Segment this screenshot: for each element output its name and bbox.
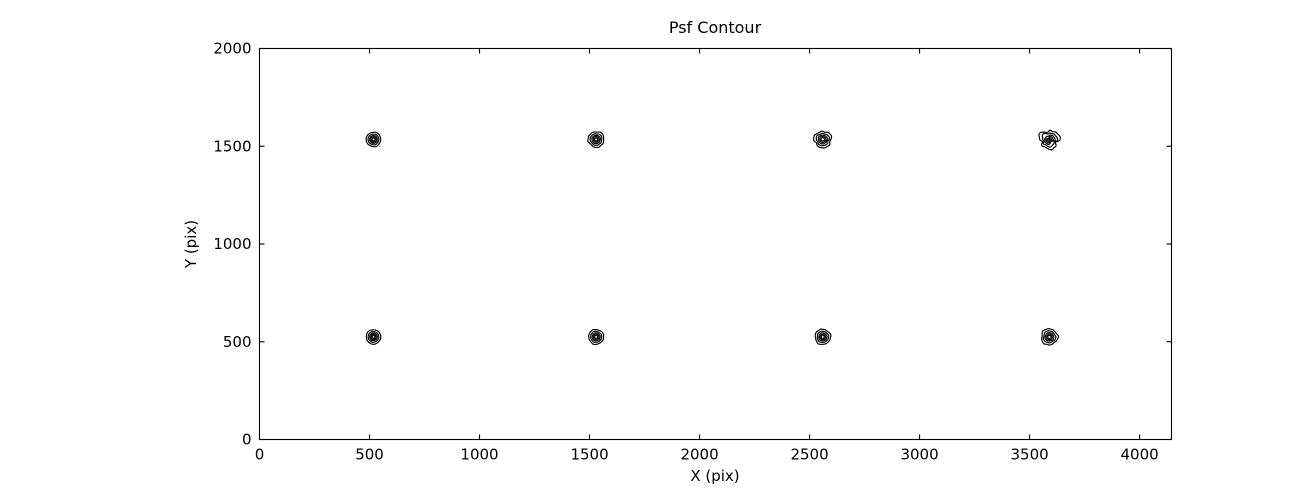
- x-tick-2500: 2500: [790, 48, 829, 464]
- contour-level-3: [818, 332, 828, 342]
- y-tick-label: 1500: [213, 137, 251, 155]
- psf-contour-psf-1-1: [365, 131, 382, 148]
- psf-contour-psf-1-2: [365, 329, 382, 345]
- contour-level-3: [817, 134, 829, 145]
- contour-level-1: [814, 328, 832, 345]
- contour-level-4: [592, 333, 600, 341]
- x-tick-label: 500: [355, 446, 384, 464]
- contour-level-5: [594, 137, 599, 142]
- x-tick-label: 3000: [900, 446, 938, 464]
- x-tick-0: 0: [255, 48, 265, 464]
- x-tick-4000: 4000: [1121, 48, 1159, 464]
- contour-level-1: [587, 131, 605, 149]
- axes-layer: 0 500 1000 1500 2000 2500 3000 3500 4000 0 500 1000…: [213, 40, 1173, 464]
- contour-level-3: [591, 134, 601, 145]
- contour-level-5: [371, 137, 376, 142]
- contour-level-1: [365, 131, 382, 148]
- x-axis-label: X (pix): [690, 467, 739, 485]
- contour-level-2: [1041, 132, 1059, 148]
- psf-contour-psf-4-1: [1038, 129, 1061, 151]
- psf-contour-psf-3-1: [812, 130, 833, 149]
- contour-level-2: [367, 331, 380, 343]
- contour-level-3: [369, 135, 378, 144]
- y-tick-500: 500: [223, 333, 1172, 351]
- contour-level-3: [369, 332, 378, 342]
- contour-level-4: [592, 135, 600, 143]
- x-tick-label: 0: [255, 446, 265, 464]
- contour-level-1: [588, 328, 605, 346]
- psf-contour-psf-3-2: [814, 328, 832, 345]
- contour-level-1: [1041, 328, 1060, 346]
- y-axis-label: Y (pix): [182, 220, 200, 269]
- y-tick-label: 0: [242, 431, 252, 449]
- y-tick-2000: 2000: [213, 40, 1172, 58]
- contour-level-4: [819, 135, 827, 144]
- contour-level-4: [1045, 333, 1053, 341]
- contour-level-2: [815, 132, 831, 147]
- contour-level-1: [1038, 129, 1061, 151]
- x-tick-3500: 3500: [1010, 48, 1049, 464]
- y-tick-1000: 1000: [213, 235, 1172, 253]
- contour-level-2: [589, 133, 603, 146]
- y-tick-label: 2000: [213, 40, 251, 58]
- contour-level-5: [371, 334, 376, 339]
- contour-level-5: [820, 334, 825, 339]
- y-tick-label: 500: [223, 333, 252, 351]
- contour-level-5: [1047, 334, 1052, 340]
- psf-contour-psf-4-2: [1041, 328, 1060, 346]
- contour-level-5: [820, 137, 826, 142]
- contour-layer: [365, 129, 1061, 346]
- contour-level-1: [365, 329, 382, 345]
- contour-level-3: [1044, 331, 1055, 342]
- x-tick-label: 4000: [1121, 446, 1159, 464]
- x-tick-label: 1000: [460, 446, 498, 464]
- x-tick-label: 3500: [1010, 446, 1048, 464]
- x-tick-label: 1500: [570, 446, 608, 464]
- contour-level-4: [370, 136, 377, 143]
- contour-level-2: [590, 330, 603, 343]
- contour-level-1: [812, 130, 833, 149]
- x-tick-500: 500: [355, 48, 384, 464]
- contour-level-5: [1046, 137, 1053, 142]
- contour-level-2: [816, 330, 830, 343]
- contour-level-3: [1044, 134, 1056, 146]
- x-tick-1500: 1500: [570, 48, 609, 464]
- y-tick-0: 0: [242, 431, 1172, 449]
- x-tick-3000: 3000: [900, 48, 939, 464]
- contour-level-2: [367, 133, 380, 146]
- contour-level-5: [594, 334, 599, 339]
- y-tick-1500: 1500: [213, 137, 1172, 155]
- contour-level-3: [591, 332, 601, 342]
- x-tick-1000: 1000: [460, 48, 499, 464]
- x-tick-label: 2000: [680, 446, 718, 464]
- x-tick-2000: 2000: [680, 48, 719, 464]
- x-tick-label: 2500: [790, 446, 828, 464]
- contour-level-2: [1042, 330, 1057, 344]
- contour-level-4: [819, 333, 827, 341]
- contour-level-4: [370, 333, 377, 341]
- y-tick-label: 1000: [213, 235, 251, 253]
- chart-title: Psf Contour: [669, 18, 762, 37]
- psf-contour-psf-2-2: [588, 328, 605, 346]
- psf-contour-psf-2-1: [587, 131, 605, 149]
